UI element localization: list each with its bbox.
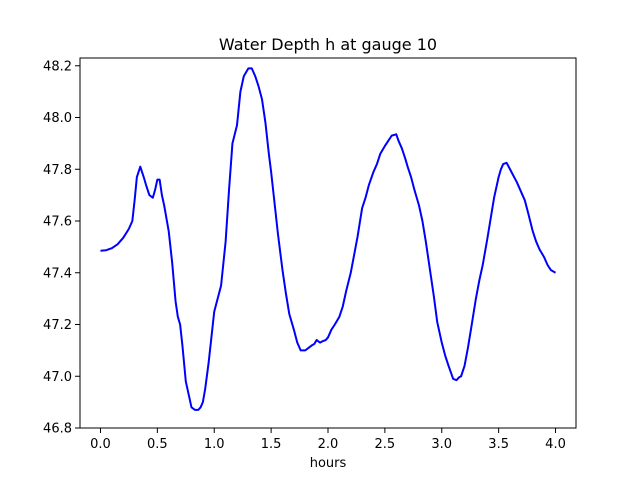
chart-title: Water Depth h at gauge 10: [219, 35, 437, 54]
x-tick-label: 2.5: [375, 437, 396, 452]
x-tick-label: 0.0: [90, 437, 111, 452]
y-tick-label: 47.4: [43, 266, 72, 281]
x-tick-label: 3.5: [488, 437, 509, 452]
x-tick-label: 2.0: [318, 437, 339, 452]
y-tick-label: 47.2: [43, 318, 72, 333]
y-tick-label: 47.0: [43, 370, 72, 385]
x-tick-label: 3.0: [431, 437, 452, 452]
plot-frame: [79, 57, 577, 429]
y-tick-label: 47.6: [43, 215, 72, 230]
y-tick-label: 48.0: [43, 111, 72, 126]
x-tick-label: 1.0: [204, 437, 225, 452]
x-axis-label: hours: [310, 456, 347, 471]
x-axis: 0.0 0.5 1.0 1.5 2.0 2.5 3.0 3.5 4.0: [90, 428, 566, 452]
y-tick-label: 48.2: [43, 59, 72, 74]
y-axis: 46.8 47.0 47.2 47.4 47.6 47.8 48.0 48.2: [43, 59, 80, 437]
x-tick-label: 1.5: [261, 437, 282, 452]
series-line: [100, 67, 557, 411]
x-tick-label: 0.5: [147, 437, 168, 452]
y-tick-label: 47.8: [43, 163, 72, 178]
y-tick-label: 46.8: [43, 422, 72, 437]
x-tick-label: 4.0: [545, 437, 566, 452]
plot-area: [80, 58, 576, 428]
